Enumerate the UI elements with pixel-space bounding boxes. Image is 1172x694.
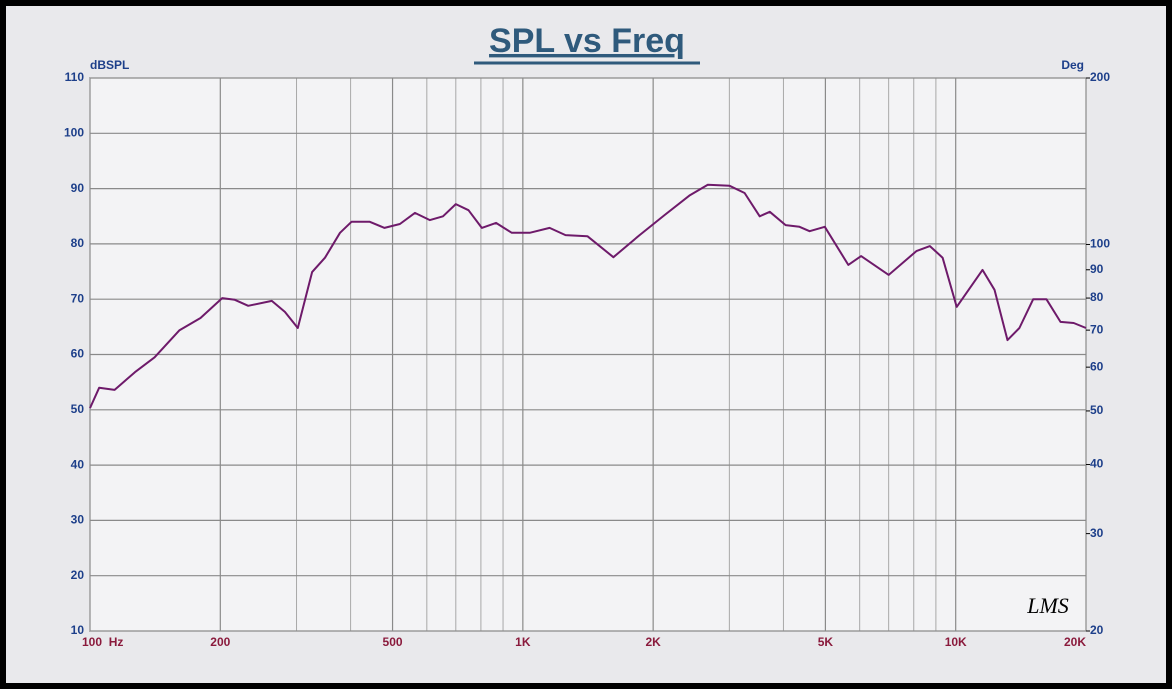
y-tick-label: 110 — [65, 70, 85, 84]
y2-tick-label: 100 — [1090, 237, 1110, 251]
y2-tick-label: 200 — [1090, 70, 1110, 84]
y-tick-label: 50 — [71, 402, 85, 416]
y2-tick-label: 20 — [1090, 623, 1104, 637]
y2-tick-label: 90 — [1090, 262, 1104, 276]
y2-tick-label: 30 — [1090, 526, 1104, 540]
annotation: LMS — [1026, 593, 1069, 618]
y-tick-label: 70 — [71, 291, 85, 305]
y-tick-label: 30 — [71, 513, 85, 527]
x-tick-label: 2K — [645, 635, 661, 649]
x-tick-label: 5K — [818, 635, 834, 649]
y-axis-label: dBSPL — [90, 58, 129, 72]
y-tick-label: 60 — [71, 347, 85, 361]
chart-title: SPL vs Freq — [489, 22, 685, 60]
y2-tick-label: 60 — [1090, 359, 1104, 373]
y2-tick-label: 50 — [1090, 403, 1104, 417]
x-tick-label: 10K — [945, 635, 967, 649]
y2-tick-label: 80 — [1090, 290, 1104, 304]
y-tick-label: 90 — [71, 181, 85, 195]
x-tick-label: 200 — [210, 635, 230, 649]
x-tick-label: 1K — [515, 635, 531, 649]
y2-axis-label: Deg — [1061, 58, 1084, 72]
y-tick-label: 100 — [64, 125, 84, 139]
x-tick-label: 100 Hz — [82, 635, 123, 649]
y2-tick-label: 40 — [1090, 457, 1104, 471]
x-tick-label: 20K — [1064, 635, 1086, 649]
y-tick-label: 20 — [71, 568, 85, 582]
data-line — [89, 183, 1087, 409]
x-tick-label: 500 — [383, 635, 403, 649]
y-tick-label: 10 — [71, 623, 85, 637]
y-tick-label: 80 — [71, 236, 85, 250]
y-tick-label: 40 — [71, 457, 85, 471]
y2-tick-label: 70 — [1090, 322, 1104, 336]
